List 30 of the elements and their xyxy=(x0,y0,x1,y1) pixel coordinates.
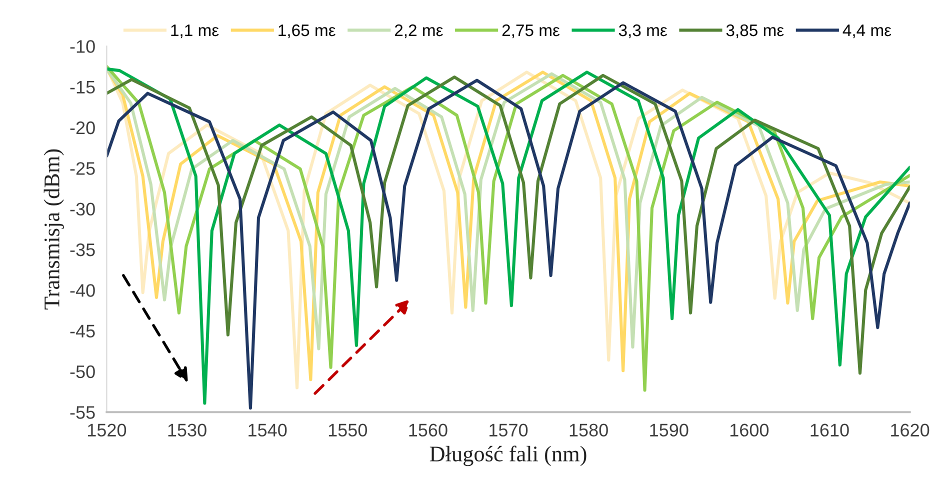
x-axis-title: Długość fali (nm) xyxy=(430,446,586,466)
y-tick-label: -20 xyxy=(70,121,95,134)
legend-label: 1,65 mε xyxy=(278,24,336,38)
y-tick-label: -35 xyxy=(70,243,95,256)
x-tick-label: 1590 xyxy=(650,424,688,436)
y-tick-label: -50 xyxy=(70,365,95,378)
legend-label: 2,2 mε xyxy=(394,24,443,38)
y-tick-label: -10 xyxy=(70,40,95,53)
x-tick-label: 1570 xyxy=(490,424,528,436)
y-tick-label: -15 xyxy=(70,80,95,94)
y-tick-label: -40 xyxy=(70,284,95,297)
legend-label: 2,75 mε xyxy=(502,24,560,38)
x-tick-label: 1610 xyxy=(810,424,849,436)
x-tick-label: 1620 xyxy=(891,424,930,436)
y-tick-label: -55 xyxy=(70,406,95,419)
x-tick-label: 1580 xyxy=(570,424,608,436)
legend-label: 3,85 mε xyxy=(726,24,784,38)
x-tick-label: 1540 xyxy=(248,424,287,436)
legend-label: 1,1 mε xyxy=(171,24,219,38)
x-tick-label: 1520 xyxy=(88,424,126,436)
x-tick-label: 1600 xyxy=(730,424,769,436)
y-axis-title: Transmisja (dBm) xyxy=(44,149,64,310)
x-tick-label: 1550 xyxy=(328,424,368,436)
y-tick-label: -30 xyxy=(70,202,95,216)
legend-label: 4,4 mε xyxy=(842,24,892,38)
y-tick-label: -25 xyxy=(70,162,95,175)
x-tick-label: 1530 xyxy=(168,424,206,436)
x-tick-label: 1560 xyxy=(409,424,448,436)
y-tick-label: -45 xyxy=(70,324,95,338)
legend-label: 3,3 mε xyxy=(618,24,668,38)
